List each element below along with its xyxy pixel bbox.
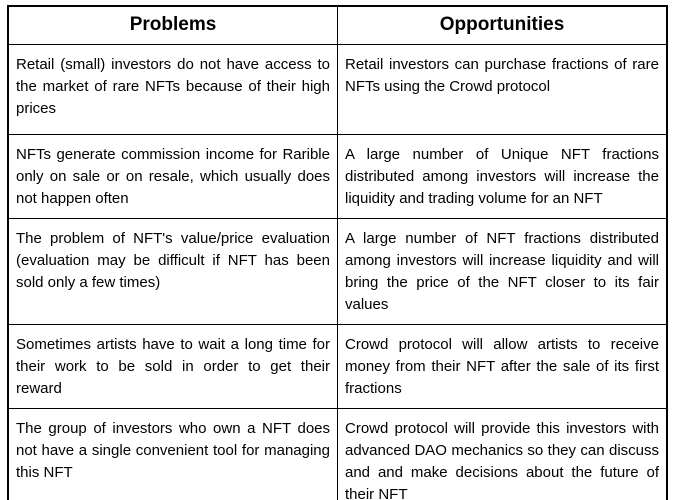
problem-cell: The problem of NFT's value/price evaluat… — [7, 217, 338, 325]
column-header-problems: Problems — [7, 5, 338, 45]
problems-opportunities-table: Problems Opportunities Retail (small) in… — [7, 5, 668, 500]
opportunity-cell: Crowd protocol will provide this investo… — [337, 407, 668, 500]
problem-cell: Retail (small) investors do not have acc… — [7, 43, 338, 135]
table-row: The problem of NFT's value/price evaluat… — [7, 217, 668, 325]
header-row: Problems Opportunities — [7, 5, 668, 45]
table-row: The group of investors who own a NFT doe… — [7, 407, 668, 500]
table-row: Sometimes artists have to wait a long ti… — [7, 323, 668, 409]
column-header-opportunities: Opportunities — [337, 5, 668, 45]
problem-cell: Sometimes artists have to wait a long ti… — [7, 323, 338, 409]
table-row: NFTs generate commission income for Rari… — [7, 133, 668, 219]
opportunity-cell: Crowd protocol will allow artists to rec… — [337, 323, 668, 409]
opportunity-cell: A large number of NFT fractions distribu… — [337, 217, 668, 325]
problem-cell: NFTs generate commission income for Rari… — [7, 133, 338, 219]
problem-cell: The group of investors who own a NFT doe… — [7, 407, 338, 500]
opportunity-cell: Retail investors can purchase fractions … — [337, 43, 668, 135]
opportunity-cell: A large number of Unique NFT fractions d… — [337, 133, 668, 219]
table-row: Retail (small) investors do not have acc… — [7, 43, 668, 135]
